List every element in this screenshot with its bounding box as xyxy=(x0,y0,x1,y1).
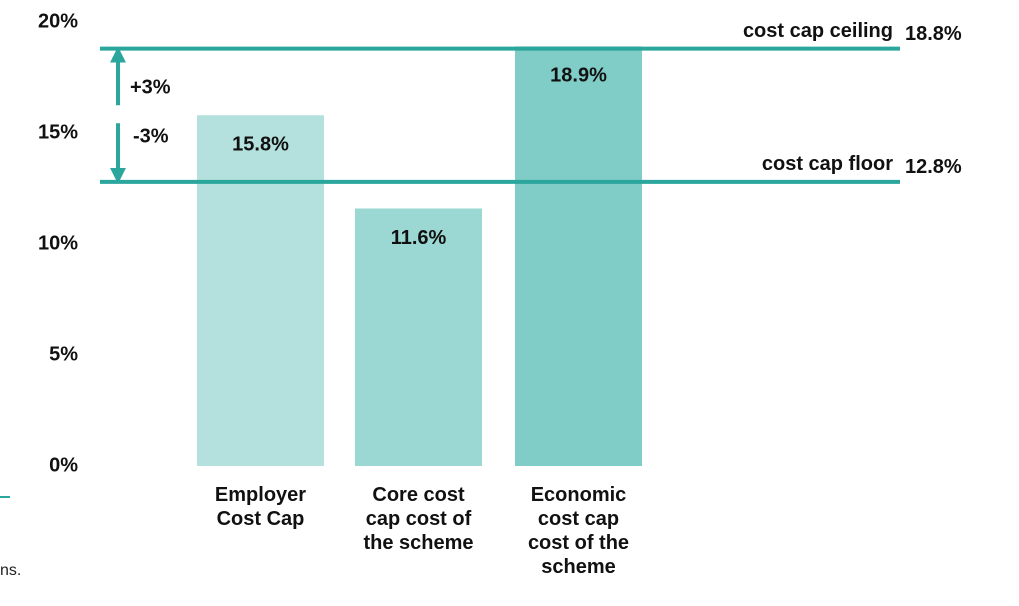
y-tick-label: 5% xyxy=(49,343,78,365)
bar xyxy=(197,115,324,467)
x-tick-label: Core cost cap cost of the scheme xyxy=(363,484,474,554)
reference-label: cost cap floor xyxy=(762,153,893,175)
bar xyxy=(515,46,642,467)
bar-value-label: 15.8% xyxy=(232,134,289,156)
annotation: -3% xyxy=(133,126,169,148)
footnote: ns. xyxy=(0,562,22,579)
x-tick-label: Employer Cost Cap xyxy=(214,484,307,530)
bar-value-label: 18.9% xyxy=(550,65,607,87)
y-tick-label: 10% xyxy=(38,232,78,254)
y-tick-label: 20% xyxy=(38,10,78,32)
x-tick-label: Economic cost cap cost of the scheme xyxy=(527,484,630,578)
y-tick-label: 15% xyxy=(38,121,78,143)
reference-value-label: 18.8% xyxy=(905,23,962,45)
reference-value-label: 12.8% xyxy=(905,156,962,178)
bar-value-label: 11.6% xyxy=(391,227,447,249)
y-tick-label: 0% xyxy=(49,454,78,476)
reference-label: cost cap ceiling xyxy=(743,20,893,42)
bar xyxy=(355,208,482,467)
annotation: +3% xyxy=(130,77,171,99)
